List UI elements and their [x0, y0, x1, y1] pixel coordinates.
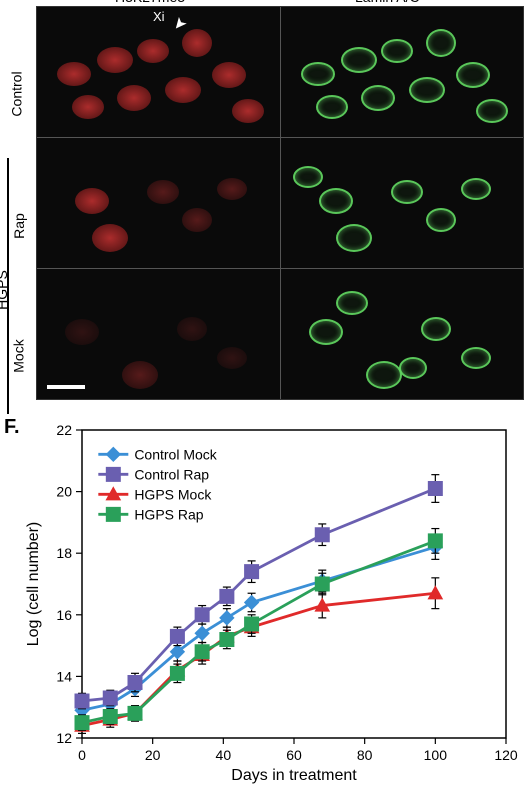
svg-text:18: 18	[56, 545, 72, 561]
cell-mock-lamin	[281, 269, 524, 399]
svg-text:Control Mock: Control Mock	[134, 446, 217, 462]
row-label-control: Control	[9, 71, 25, 116]
svg-text:22: 22	[56, 422, 72, 438]
svg-text:Control Rap: Control Rap	[134, 466, 209, 482]
microscopy-panel: H3K27me3 Lamin A/C Xi ➤	[36, 6, 524, 400]
svg-text:80: 80	[357, 747, 373, 763]
cell-mock-h3k27	[37, 269, 280, 399]
chart-svg: 0 20 40 60 80 100 120 12 14 16 18 20 22 Days in treat…	[20, 418, 520, 790]
microscopy-grid: Xi ➤	[37, 7, 523, 399]
group-bracket-line	[7, 158, 9, 414]
growth-chart: 0 20 40 60 80 100 120 12 14 16 18 20 22 Days in treat…	[20, 418, 520, 790]
svg-text:12: 12	[56, 730, 72, 746]
svg-text:20: 20	[56, 484, 72, 500]
svg-text:60: 60	[286, 747, 302, 763]
row-label-rap: Rap	[11, 213, 27, 239]
svg-text:120: 120	[494, 747, 518, 763]
svg-text:20: 20	[145, 747, 161, 763]
panel-letter-f: F.	[4, 416, 20, 439]
svg-text:100: 100	[424, 747, 448, 763]
cell-rap-h3k27	[37, 138, 280, 268]
svg-text:0: 0	[78, 747, 86, 763]
svg-text:HGPS Rap: HGPS Rap	[134, 506, 203, 522]
svg-text:HGPS Mock: HGPS Mock	[134, 486, 212, 502]
xi-annotation: Xi	[153, 9, 165, 24]
svg-text:Log (cell number): Log (cell number)	[25, 522, 42, 647]
figure-container: Control Rap Mock HGPS H3K27me3 Lamin A/C…	[0, 0, 528, 800]
svg-text:Days in treatment: Days in treatment	[231, 767, 357, 784]
cell-rap-lamin	[281, 138, 524, 268]
cell-control-lamin	[281, 7, 524, 137]
col-header-left: H3K27me3	[115, 0, 185, 5]
cell-control-h3k27: Xi ➤	[37, 7, 280, 137]
svg-text:14: 14	[56, 668, 72, 684]
col-header-right: Lamin A/C	[355, 0, 420, 5]
scale-bar	[47, 385, 85, 389]
row-label-mock: Mock	[11, 339, 27, 372]
svg-text:40: 40	[216, 747, 232, 763]
svg-text:16: 16	[56, 607, 72, 623]
